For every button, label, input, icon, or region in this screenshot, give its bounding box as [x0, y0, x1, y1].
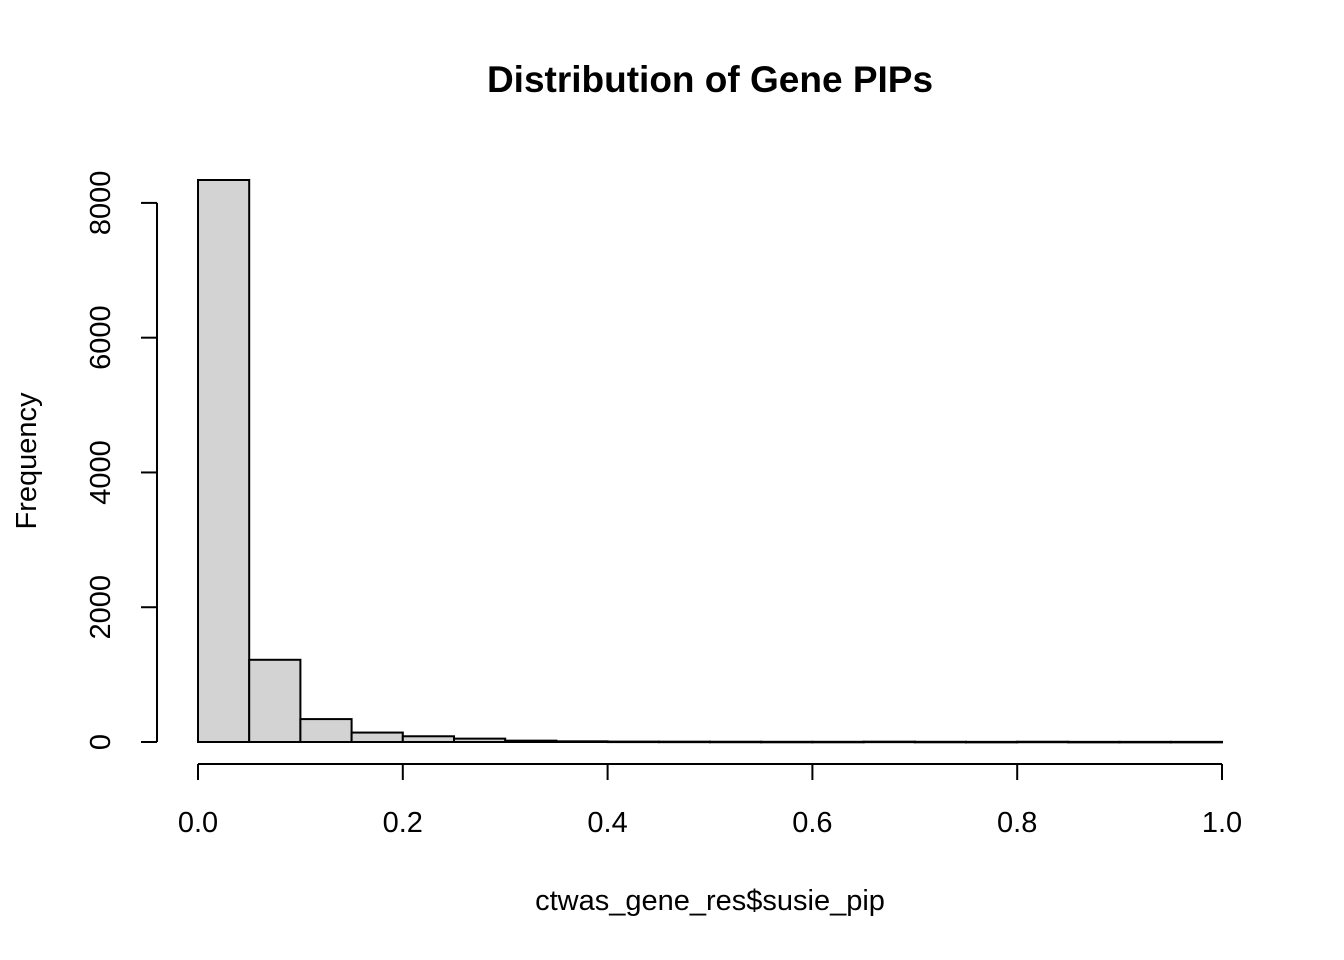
histogram-bar	[606, 740, 660, 744]
histogram-bar	[709, 740, 763, 744]
y-tick-label: 4000	[85, 440, 117, 505]
histogram-bar	[1169, 740, 1224, 744]
x-axis-label: ctwas_gene_res$susie_pip	[535, 885, 885, 917]
histogram-bar	[401, 735, 455, 743]
x-tick-label: 0.6	[792, 807, 832, 839]
histogram-bar	[504, 739, 558, 744]
y-tick-label: 6000	[85, 305, 117, 370]
x-tick-label: 0.4	[587, 807, 627, 839]
y-axis: 0 2000 4000 6000 8000	[85, 171, 158, 750]
histogram-bar	[657, 740, 711, 744]
x-tick-label: 0.0	[178, 807, 218, 839]
chart-title: Distribution of Gene PIPs	[487, 59, 933, 100]
y-axis-label: Frequency	[11, 392, 43, 530]
histogram-bar	[453, 737, 507, 743]
histogram-bar	[1118, 740, 1172, 744]
histogram-bar	[965, 740, 1019, 744]
x-tick-label: 0.2	[383, 807, 423, 839]
histogram-bar	[299, 718, 353, 744]
histogram-bar	[811, 740, 865, 744]
histogram-bar	[555, 740, 609, 743]
histogram-bar	[862, 740, 916, 744]
x-tick-label: 0.8	[997, 807, 1037, 839]
x-tick-label: 1.0	[1202, 807, 1242, 839]
bars-group	[197, 179, 1224, 744]
histogram-bar	[913, 740, 967, 744]
y-tick-label: 0	[85, 734, 117, 750]
histogram-bar	[350, 731, 404, 743]
histogram-bar	[248, 658, 302, 743]
histogram-bar	[1067, 740, 1121, 744]
y-tick-label: 2000	[85, 575, 117, 640]
histogram-bar	[197, 179, 251, 743]
y-tick-label: 8000	[85, 171, 117, 236]
x-axis: 0.0 0.2 0.4 0.6 0.8 1.0	[178, 763, 1242, 839]
histogram-bar	[760, 740, 814, 744]
histogram-bar	[1016, 740, 1070, 744]
